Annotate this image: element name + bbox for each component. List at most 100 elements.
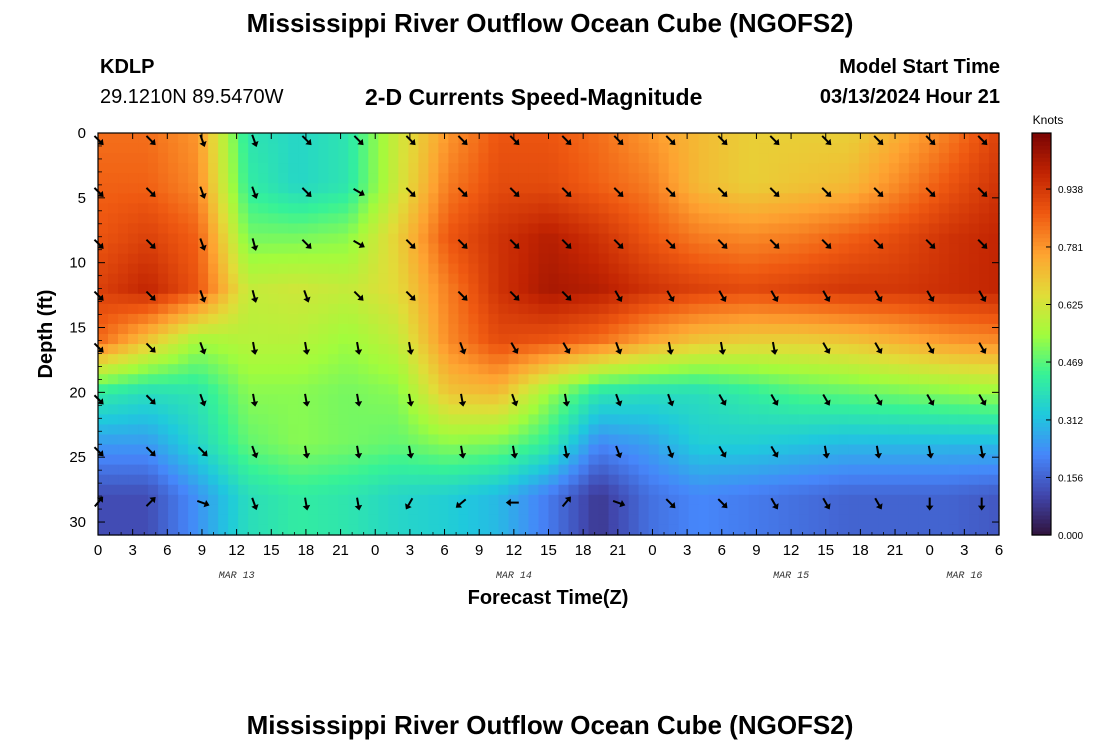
heatmap-cell — [358, 504, 369, 516]
heatmap-cell — [928, 434, 940, 446]
heatmap-cell — [948, 223, 960, 235]
heatmap-cell — [498, 474, 510, 486]
heatmap-cell — [918, 173, 930, 184]
heatmap-cell — [248, 323, 259, 335]
heatmap-cell — [798, 193, 810, 204]
heatmap-cell — [278, 404, 289, 415]
heatmap-cell — [268, 263, 279, 275]
heatmap-cell — [298, 504, 309, 516]
current-arrow-shaft — [353, 290, 362, 299]
heatmap-cell — [978, 484, 990, 496]
heatmap-cell — [588, 474, 600, 486]
heatmap-cell — [398, 293, 409, 305]
heatmap-cell — [878, 153, 890, 164]
heatmap-cell — [408, 374, 419, 385]
heatmap-cell — [668, 404, 680, 415]
heatmap-cell — [428, 444, 439, 456]
heatmap-cell — [578, 454, 590, 466]
heatmap-cell — [498, 464, 510, 476]
heatmap-cell — [188, 524, 199, 536]
current-arrow-head — [617, 242, 624, 249]
heatmap-cell — [298, 173, 309, 184]
y-axis-label: Depth (ft) — [35, 290, 57, 379]
heatmap-cell — [438, 283, 449, 295]
heatmap-cell — [958, 243, 970, 255]
heatmap-cell — [888, 193, 900, 204]
heatmap-cell — [538, 223, 550, 235]
heatmap-cell — [228, 414, 239, 426]
y-tick-label: 5 — [78, 190, 86, 207]
colorbar-segment — [1032, 325, 1051, 331]
heatmap-cell — [568, 514, 580, 526]
heatmap-cell — [268, 313, 279, 325]
heatmap-cell — [398, 494, 409, 506]
current-arrow-shaft — [613, 135, 622, 144]
heatmap-cell — [468, 193, 480, 204]
heatmap-cell — [738, 384, 750, 395]
heatmap-cell — [428, 233, 439, 245]
heatmap-cell — [748, 454, 760, 466]
heatmap-cell — [538, 424, 550, 436]
heatmap-cell — [528, 183, 540, 194]
heatmap-cell — [968, 133, 980, 144]
heatmap-cell — [628, 444, 640, 456]
heatmap-cell — [538, 193, 550, 204]
heatmap-cell — [698, 494, 710, 506]
heatmap-cell — [178, 243, 189, 255]
heatmap-cell — [668, 524, 680, 536]
heatmap-cell — [638, 153, 650, 164]
heatmap-cell — [368, 504, 379, 516]
heatmap-cell — [428, 424, 439, 436]
heatmap-cell — [388, 293, 399, 305]
heatmap-cell — [358, 303, 369, 315]
heatmap-cell — [818, 193, 830, 204]
heatmap-cell — [248, 524, 259, 536]
heatmap-cell — [628, 203, 640, 214]
heatmap-cell — [458, 454, 470, 466]
colorbar-tick-label: 0.312 — [1058, 416, 1083, 427]
heatmap-cell — [358, 464, 369, 476]
heatmap-cell — [368, 263, 379, 275]
heatmap-cell — [778, 313, 790, 325]
heatmap-cell — [388, 243, 399, 255]
heatmap-cell — [518, 384, 530, 395]
heatmap-cell — [728, 283, 740, 295]
heatmap-cell — [668, 374, 680, 385]
heatmap-cell — [138, 323, 149, 335]
colorbar-segment — [1032, 189, 1051, 194]
heatmap-cell — [928, 524, 940, 536]
heatmap-cell — [598, 484, 610, 496]
heatmap-cell — [628, 364, 640, 375]
heatmap-cell — [158, 334, 169, 345]
current-arrow-shaft — [460, 393, 464, 403]
heatmap-cell — [908, 273, 920, 285]
heatmap-cell — [388, 323, 399, 335]
heatmap-cell — [108, 464, 119, 476]
heatmap-cell — [838, 514, 850, 526]
heatmap-cell — [838, 193, 850, 204]
heatmap-cell — [168, 484, 179, 496]
current-arrow-shaft — [353, 188, 362, 195]
heatmap-cell — [308, 243, 319, 255]
heatmap-cell — [738, 434, 750, 446]
heatmap-cell — [588, 193, 600, 204]
heatmap-cell — [508, 173, 520, 184]
current-arrow-shaft — [408, 445, 412, 455]
heatmap-cell — [698, 394, 710, 405]
heatmap-cell — [238, 334, 249, 345]
colorbar-segment — [1032, 430, 1051, 436]
heatmap-cell — [458, 253, 470, 265]
heatmap-cell — [938, 344, 950, 355]
heatmap-cell — [538, 504, 550, 516]
heatmap-cell — [898, 354, 910, 365]
heatmap-cell — [888, 143, 900, 154]
heatmap-cell — [938, 444, 950, 456]
heatmap-cell — [658, 414, 670, 426]
current-arrow-shaft — [770, 290, 777, 300]
heatmap-cell — [758, 193, 770, 204]
heatmap-cell — [958, 474, 970, 486]
current-arrow — [301, 187, 312, 198]
current-arrow-shaft — [304, 497, 308, 507]
heatmap-cell — [428, 163, 439, 174]
heatmap-cell — [208, 243, 219, 255]
